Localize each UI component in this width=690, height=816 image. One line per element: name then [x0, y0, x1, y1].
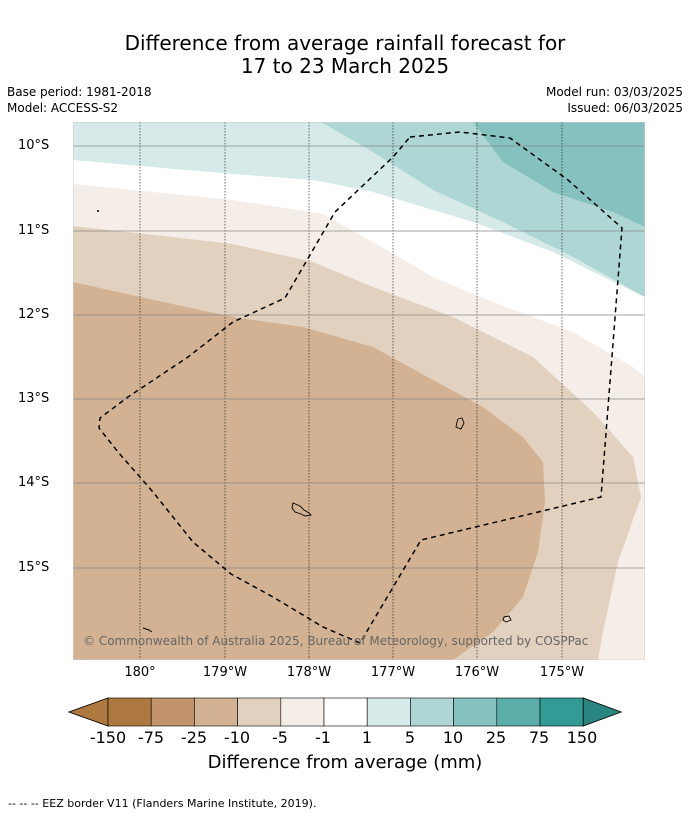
- lon-label-180: 180°: [124, 665, 156, 680]
- copyright-notice: © Commonwealth of Australia 2025, Bureau…: [83, 634, 588, 648]
- cb-tick-10: 25: [485, 728, 507, 747]
- lon-label-177w: 177°W: [370, 665, 416, 680]
- eez-footnote: -- -- -- EEZ border V11 (Flanders Marine…: [8, 797, 317, 810]
- cb-tick-1: -150: [89, 728, 127, 747]
- lat-label-10s: 10°S: [18, 138, 50, 153]
- colorbar-box-7: [366, 697, 411, 727]
- lon-label-178w: 178°W: [286, 665, 332, 680]
- colorbar-label: Difference from average (mm): [207, 752, 483, 773]
- colorbar-box-1: [107, 697, 152, 727]
- cb-tick-12: 150: [566, 728, 598, 747]
- colorbar-box-9: [453, 697, 498, 727]
- colorbar-box-6: [323, 697, 368, 727]
- lon-label-175w: 175°W: [539, 665, 585, 680]
- colorbar-box-11: [539, 697, 584, 727]
- graticule-meridians: [139, 122, 563, 660]
- cb-tick-3: -25: [180, 728, 208, 747]
- issued-label: Issued: 06/03/2025: [567, 101, 683, 115]
- model-run-label: Model run: 03/03/2025: [545, 85, 683, 99]
- cb-tick-8: 5: [404, 728, 416, 747]
- cb-tick-11: 75: [528, 728, 550, 747]
- cb-tick-2: -75: [137, 728, 165, 747]
- islet-southwest: [142, 627, 153, 633]
- lon-label-176w: 176°W: [454, 665, 500, 680]
- island-small-southeast: [502, 615, 512, 623]
- base-period-label: Base period: 1981-2018: [7, 85, 152, 99]
- band-10-to-25: [473, 122, 645, 227]
- colorbar: [68, 697, 623, 727]
- colorbar-box-10: [496, 697, 541, 727]
- lon-label-179w: 179°W: [202, 665, 248, 680]
- band-minus1-to-1: [73, 160, 645, 377]
- island-south-central: [291, 502, 312, 517]
- colorbar-extend-high: [582, 697, 623, 727]
- colorbar-box-4: [237, 697, 282, 727]
- island-east: [455, 417, 465, 430]
- lat-label-11s: 11°S: [18, 223, 50, 238]
- rainfall-map: © Commonwealth of Australia 2025, Bureau…: [73, 122, 645, 660]
- lat-label-15s: 15°S: [18, 560, 50, 575]
- lat-label-13s: 13°S: [18, 391, 50, 406]
- colorbar-box-8: [410, 697, 454, 727]
- colorbar-box-5: [280, 697, 325, 727]
- cb-tick-4: -10: [223, 728, 251, 747]
- cb-tick-9: 10: [442, 728, 464, 747]
- islet-northwest: [97, 210, 99, 212]
- eez-border: [98, 131, 623, 644]
- cb-tick-7: 1: [361, 728, 373, 747]
- lat-label-12s: 12°S: [18, 307, 50, 322]
- colorbar-extend-low: [68, 697, 109, 727]
- graticule-parallels: [73, 145, 645, 569]
- map-title-line1: Difference from average rainfall forecas…: [124, 31, 566, 55]
- cb-tick-5: -5: [272, 728, 288, 747]
- colorbar-box-3: [194, 697, 238, 727]
- cb-tick-6: -1: [315, 728, 331, 747]
- model-label: Model: ACCESS-S2: [7, 101, 119, 115]
- colorbar-box-2: [150, 697, 195, 727]
- map-title-line2: 17 to 23 March 2025: [240, 54, 450, 78]
- lat-label-14s: 14°S: [18, 475, 50, 490]
